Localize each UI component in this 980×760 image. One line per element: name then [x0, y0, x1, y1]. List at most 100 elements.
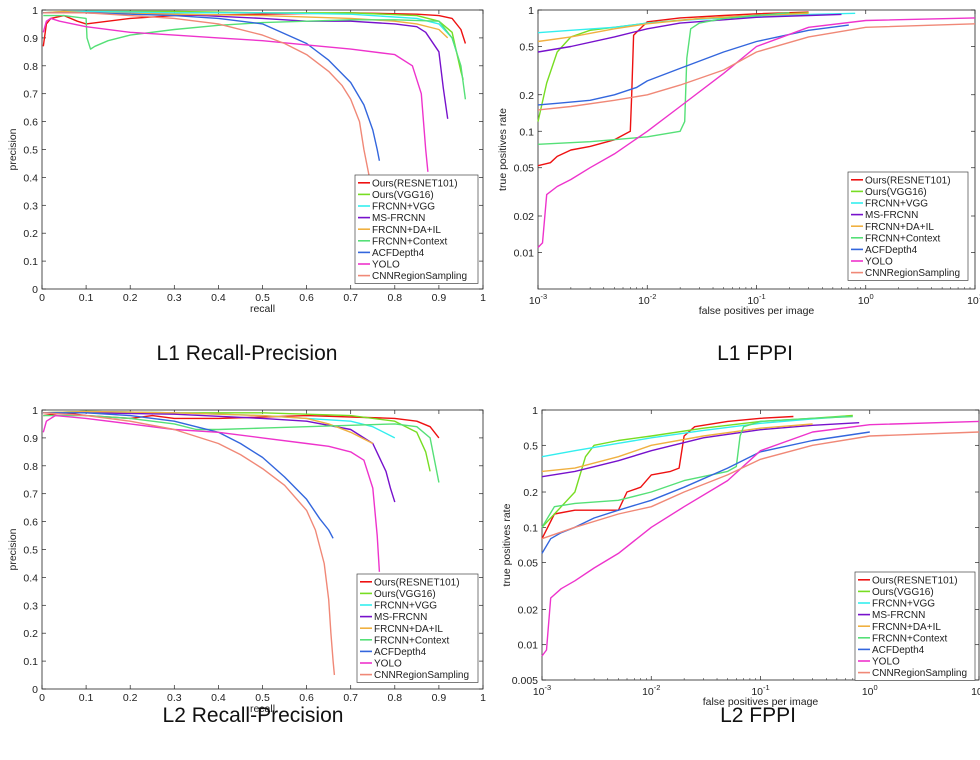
y-tick-label: 0.1 [523, 522, 538, 534]
caption-l2-pr: L2 Recall-Precision [162, 704, 344, 727]
y-tick-label: 0.7 [23, 489, 38, 501]
series-line-ms-frcnn [537, 13, 842, 53]
legend-entry: Ours(RESNET101) [872, 575, 958, 586]
series-line-frcnn-da-il [43, 10, 449, 39]
y-tick-label: 0.2 [523, 487, 538, 499]
chart-l2_fppi: 10-3 10-2 10-1 100 101 0.005 0.01 0.02 0.05 0.1 0.… [501, 405, 980, 708]
legend: Ours(RESNET101)Ours(VGG16)FRCNN+VGGMS-FR… [854, 571, 976, 681]
x-tick-label: 0.4 [211, 292, 226, 304]
legend-box [854, 571, 976, 681]
legend-entry: MS-FRCNN [865, 210, 918, 221]
legend-entry: Ours(RESNET101) [374, 577, 460, 588]
legend-entry: YOLO [372, 260, 400, 271]
x-tick-label: 0.6 [299, 692, 314, 704]
x-tick-label: 0.5 [255, 292, 270, 304]
legend-entry: Ours(VGG16) [872, 587, 934, 598]
y-tick-label: 0 [32, 284, 38, 296]
y-tick-label: 0.2 [23, 628, 38, 640]
series-line-ours-resnet101- [541, 415, 794, 540]
x-tick-label: 0 [39, 692, 45, 704]
y-tick-label: 1 [32, 5, 38, 17]
legend-entry: FRCNN+Context [872, 633, 948, 644]
legend: Ours(RESNET101)Ours(VGG16)FRCNN+VGGMS-FR… [847, 171, 969, 281]
series-line-frcnn-da-il [541, 423, 813, 473]
y-tick-label: 0.8 [23, 61, 38, 73]
legend-box [847, 171, 969, 281]
y-axis-label: true positives rate [497, 108, 509, 191]
legend-entry: YOLO [872, 657, 900, 668]
x-tick-label: 0.4 [211, 692, 226, 704]
series-line-frcnn-context [537, 12, 790, 145]
y-tick-label: 0.2 [519, 90, 534, 102]
series-line-acfdepth4 [43, 412, 334, 539]
y-tick-label: 1 [32, 405, 38, 417]
series-line-acfdepth4 [43, 12, 381, 161]
y-axis-label: precision [7, 528, 19, 570]
y-tick-label: 0.4 [23, 572, 38, 584]
legend-entry: MS-FRCNN [374, 612, 427, 623]
y-axis-label: precision [7, 128, 19, 170]
series-line-cnnregionsampling [43, 412, 336, 676]
series-line-cnnregionsampling [541, 431, 980, 540]
series-line-yolo [541, 420, 980, 657]
series-line-cnnregionsampling [43, 12, 372, 184]
y-tick-label: 0.4 [23, 172, 38, 184]
y-tick-label: 0.05 [518, 558, 539, 570]
x-tick-label: 10-1 [747, 292, 765, 307]
y-tick-label: 0.3 [23, 200, 38, 212]
y-tick-label: 0.9 [23, 33, 38, 45]
legend-entry: ACFDepth4 [374, 647, 427, 658]
caption-l1-fppi: L1 FPPI [717, 342, 793, 365]
x-axis-label: false positives per image [703, 696, 819, 708]
legend-entry: FRCNN+Context [374, 635, 450, 646]
legend-entry: CNNRegionSampling [872, 668, 967, 679]
y-tick-label: 0.6 [23, 117, 38, 129]
legend-entry: YOLO [374, 659, 402, 670]
legend-entry: FRCNN+VGG [872, 599, 935, 610]
legend-entry: FRCNN+VGG [865, 199, 928, 210]
x-tick-label: 10-1 [751, 683, 769, 698]
legend-entry: CNNRegionSampling [372, 271, 467, 282]
y-tick-label: 0.8 [23, 461, 38, 473]
y-tick-label: 0.5 [523, 440, 538, 452]
x-tick-label: 10-3 [533, 683, 551, 698]
series-line-frcnn-context [541, 415, 853, 528]
x-axis-label: recall [250, 303, 275, 315]
x-tick-label: 10-2 [638, 292, 656, 307]
x-tick-label: 0.7 [343, 692, 358, 704]
chart-l1_fppi: 10-3 10-2 10-1 100 101 0.01 0.02 0.05 0.1 0.2 0.5 1… [497, 5, 980, 317]
x-tick-label: 0.9 [432, 692, 447, 704]
y-tick-label: 0.2 [23, 228, 38, 240]
y-tick-label: 0.7 [23, 89, 38, 101]
legend-entry: MS-FRCNN [872, 610, 925, 621]
legend: Ours(RESNET101)Ours(VGG16)FRCNN+VGGMS-FR… [354, 174, 479, 284]
series-line-yolo [537, 17, 976, 248]
legend-entry: ACFDepth4 [872, 645, 925, 656]
y-tick-label: 0.005 [512, 675, 538, 687]
legend-entry: Ours(RESNET101) [865, 175, 951, 186]
y-tick-label: 0.1 [23, 256, 38, 268]
y-axis-label: true positives rate [501, 503, 513, 586]
legend-entry: FRCNN+DA+IL [372, 225, 441, 236]
x-tick-label: 0.1 [79, 692, 94, 704]
x-tick-label: 100 [862, 683, 878, 698]
series-line-frcnn-vgg [541, 415, 846, 458]
y-tick-label: 0.1 [519, 126, 534, 138]
chart-l1_pr: 0 0.1 0.2 0.3 0.4 0.5 0.6 0.7 0.8 0.9 1 0 0.1 0.2 0.3 0… [7, 5, 486, 315]
y-tick-label: 0.6 [23, 517, 38, 529]
y-tick-label: 0.02 [518, 604, 539, 616]
legend-entry: FRCNN+DA+IL [865, 222, 934, 233]
x-tick-label: 0.7 [343, 292, 358, 304]
legend-entry: CNNRegionSampling [374, 670, 469, 681]
legend: Ours(RESNET101)Ours(VGG16)FRCNN+VGGMS-FR… [356, 573, 479, 683]
y-tick-label: 1 [528, 5, 534, 17]
legend-entry: Ours(VGG16) [374, 589, 436, 600]
x-tick-label: 0.8 [387, 292, 402, 304]
legend-entry: YOLO [865, 257, 893, 268]
x-tick-label: 101 [967, 292, 980, 307]
legend-entry: Ours(RESNET101) [372, 178, 458, 189]
series-line-frcnn-da-il [43, 410, 374, 445]
legend-entry: FRCNN+VGG [372, 202, 435, 213]
x-tick-label: 0.3 [167, 292, 182, 304]
